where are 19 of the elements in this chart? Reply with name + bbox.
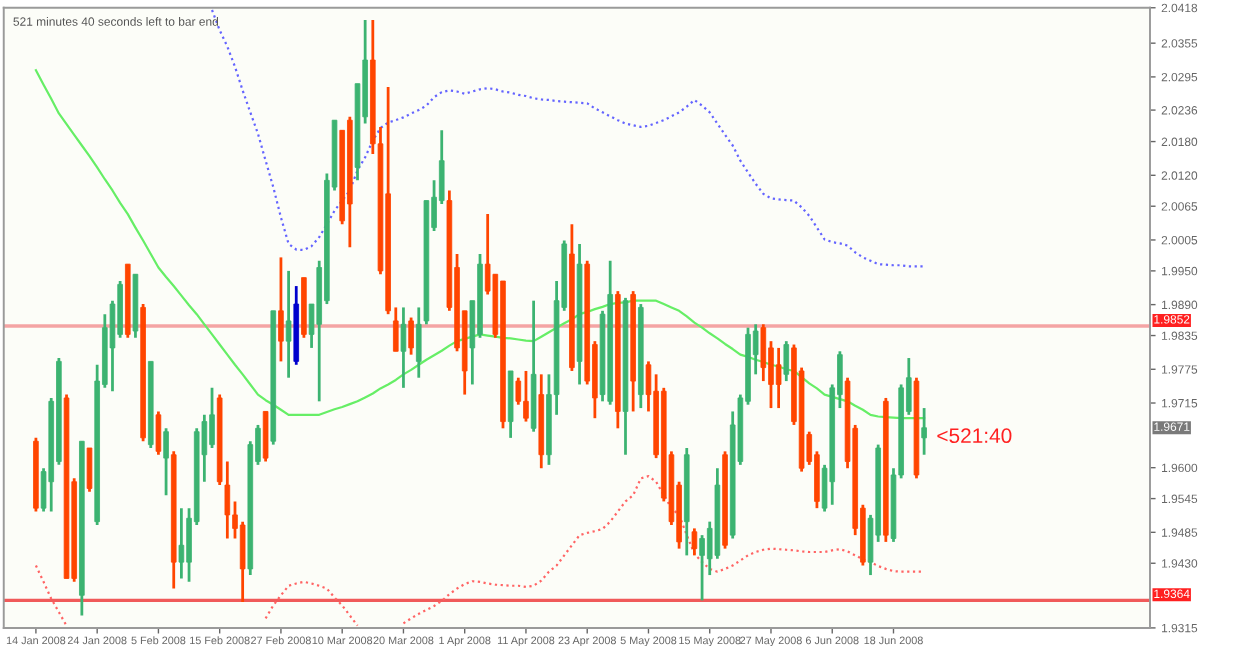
candlestick <box>699 533 705 602</box>
candlestick <box>760 322 767 383</box>
candlestick <box>278 256 284 363</box>
candlestick <box>262 410 269 463</box>
candlestick <box>408 316 414 357</box>
text: <521:40 <box>937 428 1012 444</box>
candlestick <box>155 410 162 457</box>
candlestick <box>400 306 407 390</box>
candlestick <box>783 339 790 383</box>
candlestick <box>239 520 246 604</box>
candlestick <box>178 506 185 580</box>
candlestick <box>691 527 698 557</box>
candlestick <box>163 426 169 497</box>
candlestick <box>285 269 292 380</box>
candlestick <box>775 346 782 410</box>
candlestick <box>523 369 529 423</box>
candlestick <box>86 446 93 494</box>
line-series <box>34 69 926 420</box>
candlestick <box>921 406 927 457</box>
